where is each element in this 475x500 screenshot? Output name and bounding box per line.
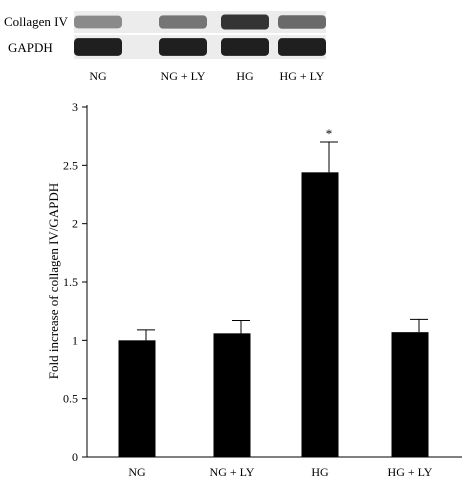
blot-band — [159, 38, 207, 56]
bar — [301, 172, 339, 458]
bars: * — [118, 126, 429, 458]
blot-row-label-collagen: Collagen IV — [4, 14, 69, 29]
y-tick-label: 2.5 — [63, 158, 78, 172]
x-tick-label: NG + LY — [210, 465, 255, 479]
y-tick-label: 3 — [72, 100, 78, 114]
blot-band — [278, 15, 326, 29]
blot-lane-label: NG + LY — [161, 69, 206, 83]
blot-lane-labels: NG NG + LY HG HG + LY — [89, 69, 324, 83]
blot-lane-label: NG — [89, 69, 107, 83]
bar — [118, 340, 156, 457]
blot-row-label-gapdh: GAPDH — [8, 40, 53, 55]
bar — [213, 333, 251, 457]
y-tick-label: 0.5 — [63, 392, 78, 406]
blot-band — [278, 38, 326, 56]
x-tick-label: HG + LY — [388, 465, 433, 479]
blot-lane-label: HG + LY — [280, 69, 325, 83]
blot-band — [74, 38, 122, 56]
significance-marker: * — [326, 126, 333, 141]
blot-band — [221, 14, 269, 30]
y-tick-label: 0 — [72, 450, 78, 464]
x-tick-labels: NG NG + LY HG HG + LY — [128, 465, 432, 479]
x-tick-label: HG — [311, 465, 329, 479]
y-ticks: 0 0.5 1 1.5 2 2.5 3 — [63, 100, 87, 464]
blot-band — [74, 15, 122, 29]
bar — [391, 332, 429, 457]
blot-band — [221, 38, 269, 56]
y-tick-label: 1.5 — [63, 275, 78, 289]
blot-band — [159, 15, 207, 29]
x-tick-label: NG — [128, 465, 146, 479]
western-blot-panel: Collagen IV GAPDH NG NG + LY HG HG + LY — [4, 11, 326, 83]
y-tick-label: 1 — [72, 333, 78, 347]
blot-lane-label: HG — [236, 69, 254, 83]
blot-bands — [74, 11, 326, 59]
bar-chart: Fold increase of collagen IV/GAPDH 0 0.5 1… — [46, 100, 462, 479]
y-axis-title: Fold increase of collagen IV/GAPDH — [46, 183, 61, 379]
y-tick-label: 2 — [72, 217, 78, 231]
